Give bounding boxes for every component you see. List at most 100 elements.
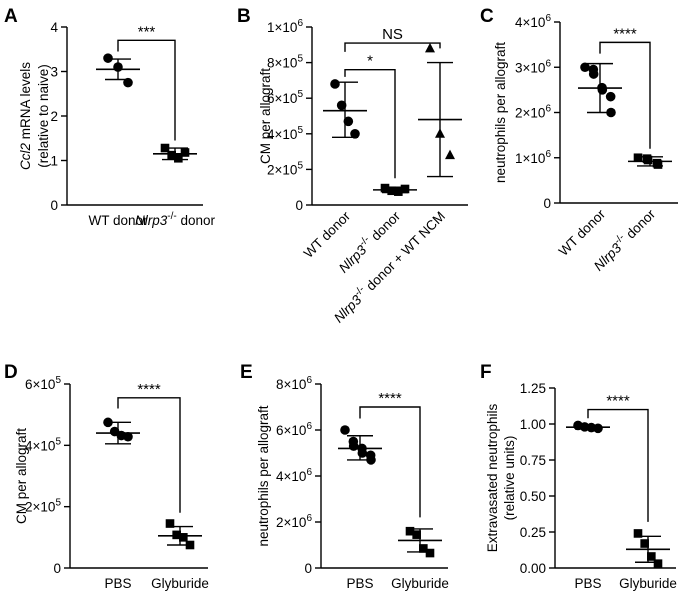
significance-bracket — [344, 42, 441, 52]
panel-letter: F — [480, 362, 492, 383]
significance-label: **** — [613, 25, 637, 42]
data-point — [405, 526, 415, 536]
data-point — [633, 529, 643, 538]
x-category-label: WT donor — [556, 206, 609, 259]
data-point — [380, 183, 390, 193]
x-category-label: WT donor — [301, 208, 354, 261]
y-tick-label: 0 — [304, 561, 312, 576]
data-point — [445, 149, 455, 160]
x-category-label: PBS — [574, 576, 601, 591]
data-point — [647, 552, 656, 561]
data-point — [179, 533, 188, 542]
significance-bracket — [359, 406, 421, 518]
data-point — [172, 530, 181, 540]
significance-label: NS — [382, 26, 403, 43]
data-point — [640, 539, 649, 548]
panel-a: A 0 1 2 3 4 Ccl2 mRNA levels (relative to naive… — [4, 6, 216, 228]
panel-letter: B — [237, 6, 251, 27]
data-point — [180, 148, 190, 157]
data-point — [167, 150, 176, 160]
y-tick-label: 4×105 — [267, 125, 303, 142]
y-axis-label: neutrophils per allograft — [493, 42, 508, 183]
y-tick-label: 6×105 — [267, 89, 303, 106]
data-point — [653, 160, 663, 169]
data-point — [597, 85, 608, 95]
y-tick-label: 2×105 — [267, 160, 303, 177]
y-tick-label: 8×105 — [267, 54, 303, 71]
data-point — [340, 425, 350, 435]
data-point — [350, 129, 360, 139]
data-point — [357, 448, 368, 458]
x-category-label: PBS — [346, 576, 373, 591]
y-tick-label: 4×106 — [515, 13, 551, 30]
data-point — [330, 79, 340, 89]
data-point — [425, 548, 435, 558]
y-tick-label: 2×105 — [25, 498, 61, 515]
data-point — [425, 42, 435, 53]
significance-bracket — [344, 69, 396, 179]
panel-f: F 0.00 0.25 0.50 0.75 1.00 1.25 Extravasated ne… — [480, 362, 677, 591]
y-tick-label: 0 — [50, 198, 58, 213]
x-category-label: Glyburide — [619, 576, 677, 591]
y-tick-label: 0.50 — [520, 489, 546, 504]
data-point — [123, 77, 133, 88]
y-tick-label: 3 — [50, 65, 58, 80]
x-category-label: WT donor — [88, 213, 148, 228]
y-tick-label: 2 — [50, 109, 58, 124]
y-tick-label: 8×106 — [276, 375, 312, 392]
data-point — [580, 62, 590, 73]
y-axis-label: neutrophils per allograft — [256, 405, 271, 546]
y-axis-label: Ccl2 mRNA levels — [18, 62, 33, 170]
panel-letter: C — [480, 6, 494, 27]
significance-bracket — [587, 408, 649, 522]
y-tick-label: 0 — [53, 561, 61, 576]
panel-d: D 0 2×105 4×105 6×105 CM per allograft **** PBS… — [4, 362, 209, 591]
y-tick-label: 1.00 — [520, 417, 546, 432]
y-axis-label-secondary: (relative units) — [502, 436, 517, 521]
y-tick-label: 2×106 — [276, 513, 312, 530]
y-tick-label: 1 — [50, 154, 58, 169]
y-tick-label: 0 — [543, 196, 551, 211]
data-point — [348, 441, 359, 451]
data-point — [165, 519, 175, 528]
data-point — [394, 187, 403, 196]
panel-c: C 0 1×106 2×106 3×106 4×106 neutrophils per al… — [480, 6, 678, 274]
y-axis-label: CM per allograft — [258, 68, 273, 164]
y-tick-label: 4 — [50, 20, 58, 35]
x-category-label: Nlrp3-/- donor — [135, 211, 216, 228]
y-tick-label: 6×105 — [25, 375, 61, 392]
y-axis-label: CM per allograft — [14, 428, 29, 524]
significance-label: **** — [378, 390, 402, 407]
data-point — [103, 53, 113, 63]
y-tick-label: 0.00 — [520, 561, 546, 576]
data-point — [643, 155, 653, 165]
y-tick-label: 0 — [295, 198, 303, 213]
data-point — [412, 530, 421, 539]
data-point — [588, 69, 599, 79]
x-category-label: PBS — [104, 576, 131, 591]
data-point — [605, 91, 616, 102]
significance-label: **** — [137, 381, 161, 398]
panel-letter: D — [4, 362, 18, 383]
data-point — [633, 153, 643, 163]
data-point — [400, 184, 410, 194]
x-category-label: Glyburide — [391, 576, 449, 591]
panel-e: E 0 2×106 4×106 6×106 8×106 neutrophils per al… — [240, 362, 449, 591]
y-tick-label: 1×106 — [267, 18, 303, 35]
significance-bracket — [117, 397, 181, 513]
y-tick-label: 1.25 — [520, 381, 546, 396]
y-tick-label: 0.25 — [520, 525, 546, 540]
significance-bracket — [599, 41, 651, 149]
significance-label: *** — [138, 23, 156, 40]
x-category-label: Glyburide — [151, 576, 209, 591]
data-point — [123, 431, 133, 442]
panel-letter: A — [4, 6, 18, 27]
data-point — [419, 544, 428, 553]
y-tick-label: 4×106 — [276, 467, 312, 484]
significance-label: **** — [606, 393, 630, 410]
y-tick-label: 2×106 — [515, 104, 551, 121]
y-tick-label: 1×106 — [515, 149, 551, 166]
significance-label: * — [367, 53, 373, 70]
y-axis-label-secondary: (relative to naive) — [36, 64, 51, 168]
